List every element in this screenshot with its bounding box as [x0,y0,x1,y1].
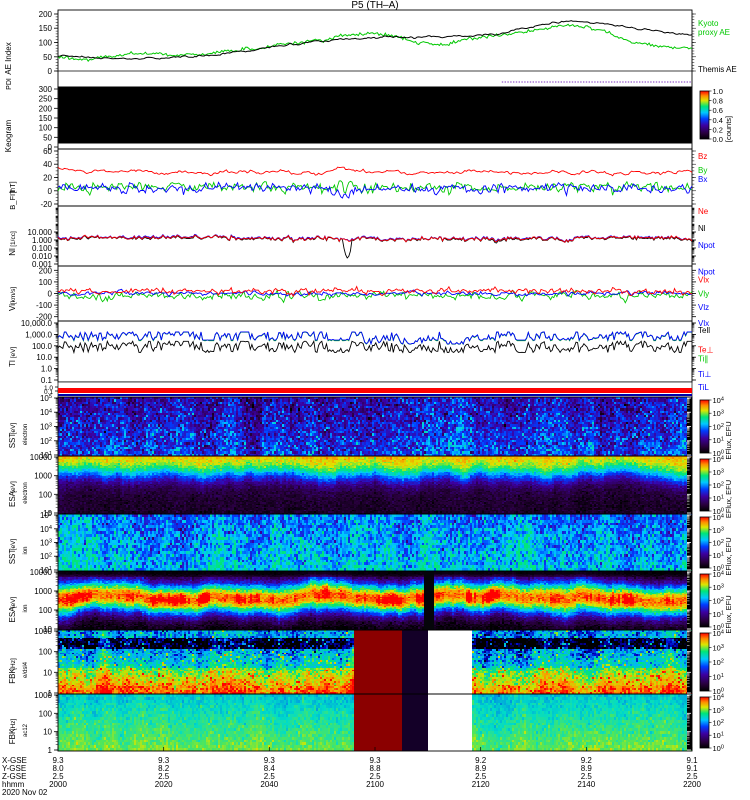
svg-text:103: 103 [713,468,724,477]
svg-text:102: 102 [713,423,724,432]
svg-text:2020 Nov 02: 2020 Nov 02 [2,788,48,797]
svg-text:2120: 2120 [472,780,490,789]
svg-text:10000: 10000 [30,568,53,577]
svg-text:105: 105 [40,511,52,520]
svg-text:102: 102 [713,481,724,490]
svg-text:e/dsl4: e/dsl4 [23,661,29,678]
svg-text:100: 100 [39,606,53,615]
svg-text:101: 101 [713,610,724,619]
svg-text:103: 103 [40,423,52,432]
svg-text:EFlux, EFU: EFlux, EFU [724,537,733,575]
svg-text:101: 101 [713,673,724,682]
svg-text:104: 104 [713,513,724,522]
svg-text:102: 102 [713,719,724,728]
svg-text:102: 102 [713,658,724,667]
svg-text:2200: 2200 [683,780,701,789]
svg-text:ac12: ac12 [23,723,29,737]
svg-text:1000: 1000 [34,691,52,700]
svg-text:101: 101 [713,494,724,503]
svg-text:103: 103 [713,526,724,535]
svg-text:100: 100 [713,744,724,753]
svg-text:101: 101 [713,551,724,560]
svg-text:104: 104 [713,396,724,405]
svg-text:100: 100 [39,648,53,657]
svg-text:2020: 2020 [155,780,173,789]
svg-text:2040: 2040 [260,780,278,789]
svg-text:104: 104 [40,408,52,417]
svg-text:[Hz]: [Hz] [10,719,17,731]
svg-text:1: 1 [48,746,53,755]
svg-text:100: 100 [39,490,53,499]
svg-text:2140: 2140 [577,780,595,789]
svg-text:101: 101 [713,436,724,445]
svg-text:[eV]: [eV] [10,539,17,551]
svg-text:102: 102 [713,539,724,548]
svg-text:103: 103 [713,706,724,715]
svg-text:102: 102 [40,437,52,446]
svg-text:EFlux, EFU: EFlux, EFU [724,595,733,633]
svg-text:104: 104 [713,693,724,702]
svg-text:100: 100 [39,709,53,718]
svg-text:104: 104 [713,629,724,638]
svg-text:103: 103 [40,539,52,548]
svg-text:101: 101 [713,731,724,740]
svg-text:104: 104 [713,455,724,464]
svg-text:2000: 2000 [49,780,67,789]
svg-text:[eV]: [eV] [10,597,17,609]
svg-text:103: 103 [713,409,724,418]
svg-text:10: 10 [43,668,52,677]
svg-text:103: 103 [713,644,724,653]
svg-text:2100: 2100 [366,780,384,789]
svg-text:102: 102 [40,552,52,561]
svg-text:1000: 1000 [34,587,52,596]
svg-text:104: 104 [40,525,52,534]
svg-text:10: 10 [43,728,52,737]
svg-text:electron: electron [23,424,29,445]
svg-text:[eV]: [eV] [10,481,17,493]
svg-text:ion: ion [23,546,29,554]
svg-text:EFlux, EFU: EFlux, EFU [724,480,733,518]
svg-text:10000: 10000 [30,453,53,462]
svg-text:electron: electron [23,482,29,503]
svg-text:102: 102 [713,597,724,606]
svg-text:104: 104 [713,570,724,579]
svg-text:[Hz]: [Hz] [10,658,17,670]
svg-text:[eV]: [eV] [10,423,17,435]
svg-text:1000: 1000 [34,472,52,481]
svg-text:EFlux, EFU: EFlux, EFU [724,421,733,459]
svg-text:103: 103 [713,583,724,592]
svg-text:ion: ion [23,604,29,612]
svg-text:105: 105 [40,394,52,403]
svg-text:1000: 1000 [34,627,52,636]
